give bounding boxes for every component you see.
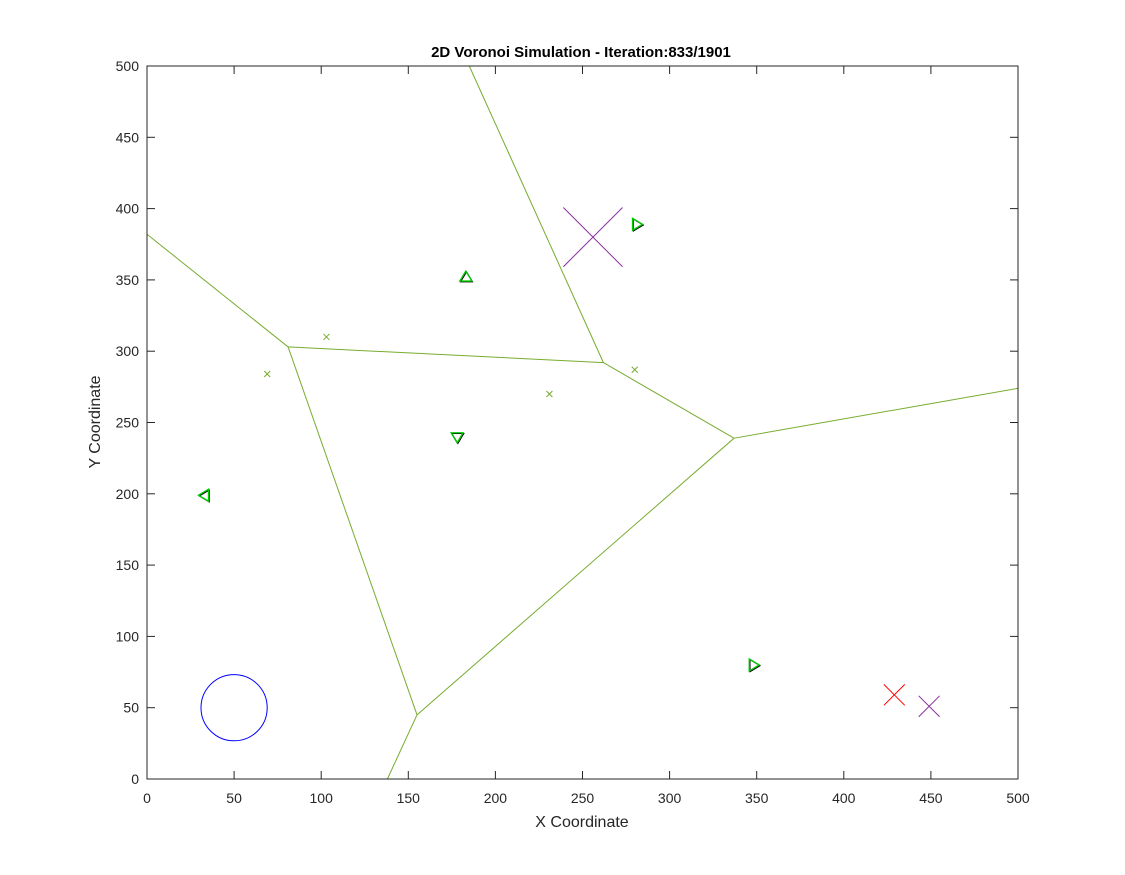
- y-tick-label: 400: [116, 201, 140, 217]
- y-tick-label: 200: [116, 486, 140, 502]
- agent-marker: [458, 269, 474, 283]
- centroid-stroke: [323, 333, 330, 341]
- x-tick-label: 200: [484, 790, 508, 806]
- obstacle-circle: [200, 674, 268, 742]
- voronoi-edge: [288, 346, 604, 364]
- target-marker: [562, 207, 623, 268]
- agent-marker: [197, 488, 210, 503]
- target-marker: [883, 684, 906, 706]
- voronoi-edge: [386, 714, 418, 780]
- y-tick-label: 500: [116, 58, 140, 74]
- y-tick-label: 50: [123, 700, 139, 716]
- voronoi-edge: [603, 362, 735, 439]
- y-tick-label: 100: [116, 628, 140, 644]
- target-marker: [918, 695, 940, 718]
- chart-title: 2D Voronoi Simulation - Iteration:833/19…: [431, 44, 731, 61]
- y-tick-label: 350: [116, 272, 140, 288]
- agent-triangle: [197, 488, 210, 503]
- y-axis-label: Y Coordinate: [87, 375, 104, 468]
- centroid-marker: [546, 390, 553, 398]
- agent-triangle: [748, 657, 761, 673]
- x-tick-label: 300: [658, 790, 682, 806]
- x-tick-label: 500: [1006, 790, 1030, 806]
- agent-marker: [748, 657, 761, 673]
- voronoi-edge: [733, 387, 1019, 439]
- y-tick-label: 300: [116, 343, 140, 359]
- x-tick-label: 100: [310, 790, 334, 806]
- agent-triangle: [631, 217, 644, 232]
- centroid-stroke: [546, 390, 553, 398]
- x-axis-label: X Coordinate: [535, 814, 628, 831]
- x-tick-label: 0: [143, 790, 151, 806]
- target-stroke: [918, 695, 940, 718]
- y-tick-label: 150: [116, 557, 140, 573]
- y-tick-label: 450: [116, 129, 140, 145]
- x-tick-label: 450: [919, 790, 943, 806]
- voronoi-edge: [468, 65, 604, 363]
- agent-marker: [631, 217, 645, 232]
- voronoi-edge: [287, 346, 418, 715]
- centroid-marker: [263, 370, 271, 378]
- centroid-stroke: [631, 366, 639, 374]
- voronoi-edge: [416, 437, 735, 716]
- agent-marker: [449, 432, 465, 445]
- x-tick-label: 50: [226, 790, 242, 806]
- voronoi-edge: [146, 233, 289, 348]
- centroid-marker: [631, 366, 639, 374]
- target-stroke: [883, 684, 906, 706]
- x-tick-label: 150: [397, 790, 421, 806]
- target-stroke: [562, 207, 623, 268]
- x-tick-label: 400: [832, 790, 856, 806]
- y-tick-label: 0: [131, 771, 139, 787]
- centroid-stroke: [263, 370, 271, 378]
- y-tick-label: 250: [116, 415, 140, 431]
- x-tick-label: 350: [745, 790, 769, 806]
- plot-area: [146, 65, 1019, 780]
- x-tick-label: 250: [571, 790, 595, 806]
- agent-triangle: [449, 432, 465, 445]
- centroid-marker: [323, 333, 330, 341]
- axes: 0 50 100 150 200 250 300 350 400 450 500 0 50 100 150 2…: [116, 58, 1030, 806]
- agent-triangle: [458, 269, 473, 282]
